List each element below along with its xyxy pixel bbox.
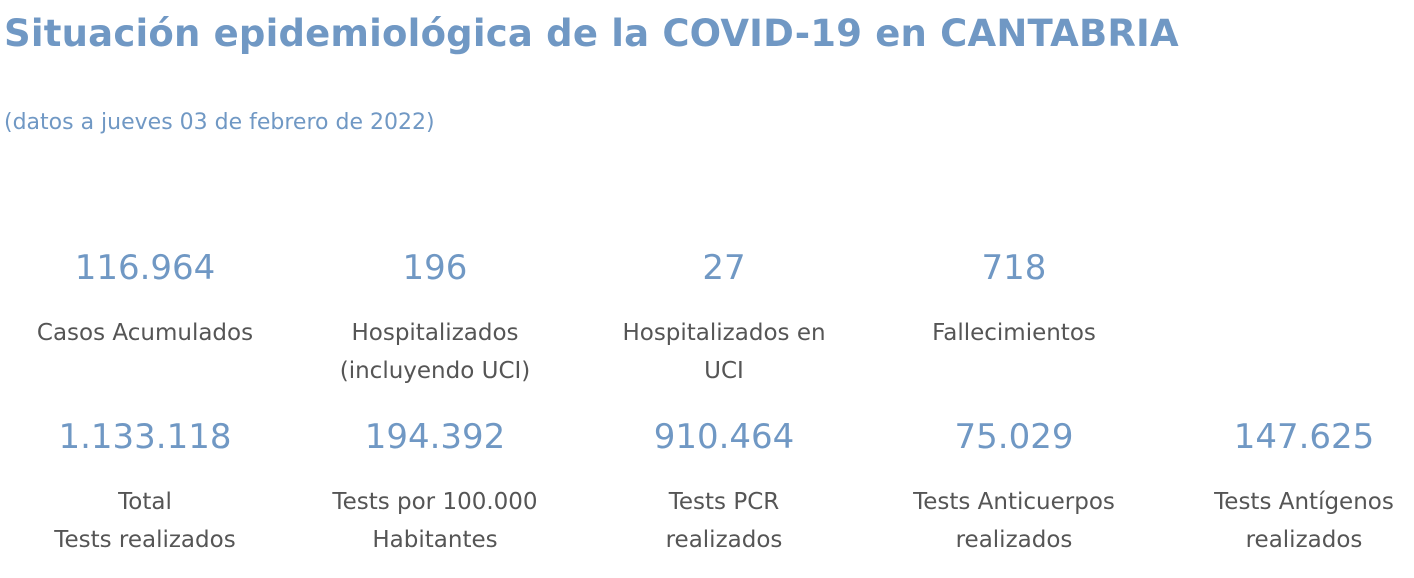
- stat-tests-antigenos: 147.625 Tests Antígenos realizados: [1159, 417, 1414, 559]
- stat-label: Tests PCR realizados: [579, 483, 869, 559]
- stat-label-line: realizados: [1245, 527, 1363, 553]
- stat-value: 196: [402, 248, 468, 288]
- stat-label-line: Fallecimientos: [932, 320, 1096, 346]
- stat-label-line: Tests Anticuerpos: [913, 489, 1115, 515]
- stat-value: 910.464: [653, 417, 795, 457]
- stat-label: Total Tests realizados: [0, 483, 290, 559]
- stat-label-line: Casos Acumulados: [36, 320, 254, 346]
- stat-label-line: Hospitalizados: [351, 320, 519, 346]
- stat-hospitalizados-uci: 27 Hospitalizados en UCI: [579, 248, 869, 390]
- stat-tests-pcr: 910.464 Tests PCR realizados: [579, 417, 869, 559]
- stat-fallecimientos: 718 Fallecimientos: [869, 248, 1159, 352]
- stat-label-line: Habitantes: [372, 527, 498, 553]
- page-title: Situación epidemiológica de la COVID-19 …: [4, 12, 1179, 55]
- stat-value: 116.964: [74, 248, 216, 288]
- stat-label-line: UCI: [704, 358, 744, 384]
- stat-value: 75.029: [954, 417, 1074, 457]
- stat-value: 1.133.118: [58, 417, 232, 457]
- stat-label-line: realizados: [665, 527, 783, 553]
- stat-label: Tests Antígenos realizados: [1159, 483, 1414, 559]
- stat-tests-anticuerpos: 75.029 Tests Anticuerpos realizados: [869, 417, 1159, 559]
- stat-label-line: Tests PCR: [668, 489, 780, 515]
- stat-value: 27: [702, 248, 746, 288]
- stat-casos-acumulados: 116.964 Casos Acumulados: [0, 248, 290, 352]
- data-date-subtitle: (datos a jueves 03 de febrero de 2022): [4, 110, 435, 135]
- stat-label-line: Tests por 100.000: [332, 489, 538, 515]
- stat-label: Casos Acumulados: [0, 314, 290, 352]
- stat-value: 718: [981, 248, 1047, 288]
- stat-label: Fallecimientos: [869, 314, 1159, 352]
- stat-value: 194.392: [364, 417, 506, 457]
- stat-total-tests: 1.133.118 Total Tests realizados: [0, 417, 290, 559]
- stat-label-line: realizados: [955, 527, 1073, 553]
- stat-hospitalizados: 196 Hospitalizados (incluyendo UCI): [290, 248, 580, 390]
- stat-label: Hospitalizados (incluyendo UCI): [290, 314, 580, 390]
- stat-label-line: Tests Antígenos: [1214, 489, 1394, 515]
- stat-label: Tests por 100.000 Habitantes: [290, 483, 580, 559]
- stat-tests-por-100000: 194.392 Tests por 100.000 Habitantes: [290, 417, 580, 559]
- stat-label-line: Total: [118, 489, 172, 515]
- stat-label-line: Hospitalizados en: [622, 320, 826, 346]
- stat-label: Tests Anticuerpos realizados: [869, 483, 1159, 559]
- stat-label-line: (incluyendo UCI): [339, 358, 531, 384]
- stat-value: 147.625: [1233, 417, 1375, 457]
- stat-label-line: Tests realizados: [54, 527, 236, 553]
- stat-label: Hospitalizados en UCI: [579, 314, 869, 390]
